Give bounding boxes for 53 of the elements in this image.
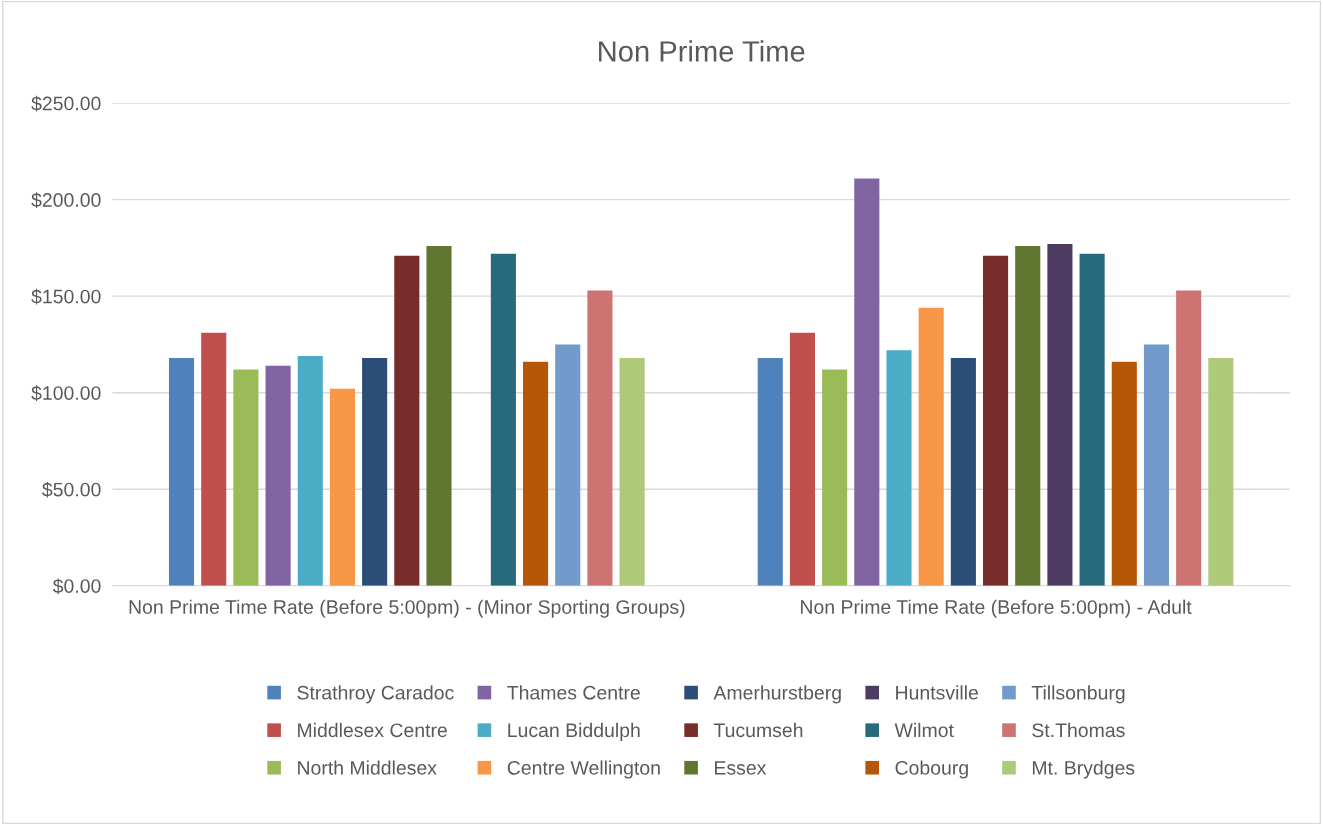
bar xyxy=(523,361,549,586)
bar xyxy=(1079,253,1105,586)
y-tick-label: $50.00 xyxy=(42,481,101,498)
bar xyxy=(950,357,976,586)
bar xyxy=(329,388,356,586)
bar xyxy=(619,357,645,586)
bar xyxy=(265,365,291,586)
y-tick-label: $150.00 xyxy=(31,288,101,305)
bar xyxy=(201,332,227,586)
legend-label: Amerhurstberg xyxy=(713,685,841,704)
bar xyxy=(789,332,815,586)
bar xyxy=(297,356,323,586)
bar xyxy=(168,357,195,586)
legend-label: Tucumseh xyxy=(713,722,803,738)
y-tick-label: $0.00 xyxy=(52,578,101,595)
bar xyxy=(362,357,388,586)
y-tick-label: $250.00 xyxy=(31,95,101,112)
bar xyxy=(1208,357,1234,586)
bar xyxy=(918,307,944,586)
bar xyxy=(587,290,613,586)
legend-label: Huntsville xyxy=(896,685,978,700)
chart-title: Non Prime Time xyxy=(599,40,805,62)
bar xyxy=(1111,361,1137,586)
bar xyxy=(854,178,880,586)
legend-label: North Middlesex xyxy=(298,760,437,775)
legend-label: Essex xyxy=(715,761,767,775)
bar xyxy=(490,253,516,586)
x-tick-label: Non Prime Time Rate (Before 5:00pm) - Adult xyxy=(801,599,1192,618)
bar xyxy=(394,255,420,586)
bar xyxy=(1047,244,1073,586)
legend-label: Mt. Brydges xyxy=(1032,760,1135,779)
bar xyxy=(886,350,912,586)
legend-label: Centre Wellington xyxy=(507,760,660,779)
x-tick-label: Non Prime Time Rate (Before 5:00pm) - (Minor Sporting Groups) xyxy=(129,599,685,618)
legend-label: Strathroy Caradoc xyxy=(297,685,454,704)
bar xyxy=(1143,344,1170,586)
bar xyxy=(757,357,783,586)
bar xyxy=(555,344,581,586)
legend-label: Middlesex Centre xyxy=(298,722,447,738)
bar xyxy=(426,245,452,586)
legend-label: Thames Centre xyxy=(507,685,640,700)
bar xyxy=(983,255,1009,586)
legend-label: Tillsonburg xyxy=(1031,685,1125,704)
legend-label: St.Thomas xyxy=(1032,722,1125,738)
legend-label: Cobourg xyxy=(895,760,968,779)
bar xyxy=(233,369,259,586)
bar xyxy=(822,369,848,586)
y-tick-label: $200.00 xyxy=(31,192,101,209)
legend-label: Lucan Biddulph xyxy=(508,722,640,741)
legend-label: Wilmot xyxy=(894,722,954,738)
bar xyxy=(1176,290,1202,586)
y-tick-label: $100.00 xyxy=(31,385,101,402)
bar xyxy=(1015,245,1041,586)
